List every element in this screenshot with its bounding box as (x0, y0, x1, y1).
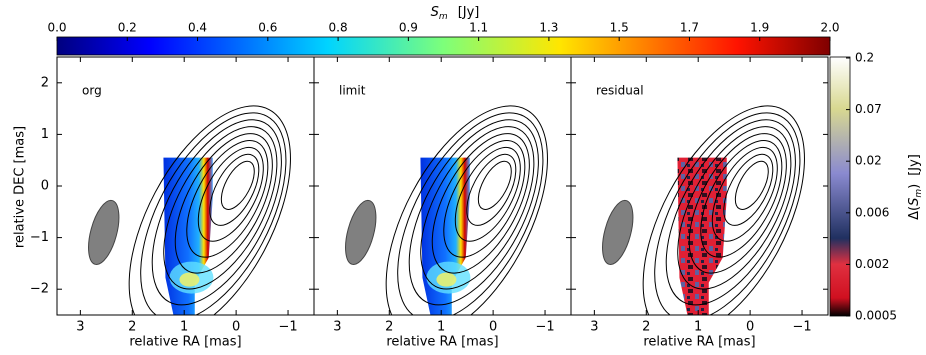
colorbar-tick-label: 0.6 (258, 21, 277, 35)
emission-core (179, 272, 200, 287)
colorbar-symbol: S (431, 5, 439, 20)
colorbar-tick-label: 1.9 (750, 21, 769, 35)
contour (454, 146, 521, 242)
x-tick-label: 0 (746, 320, 754, 335)
panel: limit 3 2 1 0 −1 relative RA [mas] (313, 56, 572, 350)
colorbar-tick-label: 1.1 (469, 21, 488, 35)
emission-core (436, 272, 457, 287)
colorbar-2-unit: [Jy] (907, 154, 922, 176)
panel-label: limit (339, 84, 366, 98)
panel-body (345, 105, 548, 315)
y-tick-label: 1 (41, 127, 49, 142)
y-tick-label: −1 (30, 230, 49, 245)
colorbar-subscript: m (439, 12, 448, 22)
x-tick-label: 2 (385, 320, 393, 335)
colorbar-2-prefix: Δ( (907, 206, 922, 220)
contour (431, 133, 530, 274)
colorbar-2-subscript: m (914, 189, 924, 198)
contour (688, 133, 787, 274)
x-tick-label: 1 (437, 320, 445, 335)
contour (385, 105, 548, 315)
x-tick-label: 1 (180, 320, 188, 335)
contour (700, 140, 783, 258)
x-tick-label: 3 (333, 320, 341, 335)
colorbar-tick-label: 1.7 (680, 21, 699, 35)
contour (711, 146, 778, 242)
contour (397, 112, 544, 315)
colorbar-2-tick-label: 0.07 (855, 102, 882, 116)
x-tick-label: −1 (278, 320, 297, 335)
contour (186, 140, 269, 258)
y-tick-label: −2 (30, 282, 49, 297)
panel: org 3 2 1 0 −1 2 1 0 −1 −2 relative RA [mas] (30, 56, 315, 350)
contour (197, 146, 264, 242)
contour (220, 160, 255, 210)
colorbar-tick-label: 0.2 (118, 21, 137, 35)
colorbar-2-suffix: ) (907, 184, 922, 189)
panel-body (88, 105, 291, 315)
contour (174, 133, 273, 274)
y-tick-label: 0 (41, 179, 49, 194)
colorbar-tick-label: 0.8 (329, 21, 348, 35)
contour (677, 126, 792, 290)
colorbar-tick-label: 0.4 (188, 21, 207, 35)
contour (408, 119, 539, 306)
colorbar-2-tick-label: 0.0005 (855, 309, 897, 323)
x-tick-label: 1 (694, 320, 702, 335)
contour (140, 112, 287, 315)
emission-map (677, 157, 727, 315)
contour (723, 153, 774, 226)
contour (477, 160, 512, 210)
contour (665, 119, 796, 306)
colorbar-label: Sm [Jy] (431, 5, 480, 22)
contour (151, 119, 282, 306)
x-axis-label: relative RA [mas] (643, 335, 755, 350)
contour (466, 153, 517, 226)
contour (642, 105, 805, 315)
beam (88, 199, 120, 265)
contour (163, 126, 278, 290)
colorbar-unit: [Jy] (458, 5, 480, 20)
x-tick-label: 3 (76, 320, 84, 335)
x-axis-label: relative RA [mas] (129, 335, 241, 350)
x-tick-label: 2 (128, 320, 136, 335)
beam (602, 199, 634, 265)
contour (654, 112, 801, 315)
panel-label: residual (596, 84, 644, 98)
colorbar-tick-label: 0.9 (399, 21, 418, 35)
colorbar-2-symbol: S (907, 198, 922, 206)
contour (443, 140, 526, 258)
colorbar-2-tick-label: 0.02 (855, 154, 882, 168)
colorbar-tick-label: 0.0 (47, 21, 66, 35)
colorbar-2-label: Δ(Sm) [Jy] (907, 154, 924, 220)
colorbar-2-tick-label: 0.002 (855, 257, 889, 271)
colorbar-2-tick-label: 0.2 (855, 51, 874, 65)
x-axis-label: relative RA [mas] (386, 335, 498, 350)
contour (420, 126, 535, 290)
panel: residual 3 2 1 0 −1 relative RA [mas] (570, 56, 829, 350)
y-tick-label: 2 (41, 75, 49, 90)
x-tick-label: 0 (489, 320, 497, 335)
colorbar-tick-label: 1.5 (610, 21, 629, 35)
x-tick-label: 3 (590, 320, 598, 335)
x-tick-label: 0 (232, 320, 240, 335)
contour (734, 160, 769, 210)
panel-label: org (82, 84, 102, 98)
contour (209, 153, 260, 226)
colorbar-tick-label: 1.3 (539, 21, 558, 35)
colorbar-2-tick-label: 0.006 (855, 205, 889, 219)
contour (128, 105, 291, 315)
colorbar-tick-label: 2.0 (820, 21, 839, 35)
colorbar-2 (829, 56, 851, 317)
x-tick-label: −1 (792, 320, 811, 335)
beam (345, 199, 377, 265)
panel-body (602, 105, 805, 315)
y-axis-label: relative DEC [mas] (13, 126, 28, 248)
x-tick-label: −1 (535, 320, 554, 335)
colorbar (56, 36, 831, 56)
x-tick-label: 2 (642, 320, 650, 335)
